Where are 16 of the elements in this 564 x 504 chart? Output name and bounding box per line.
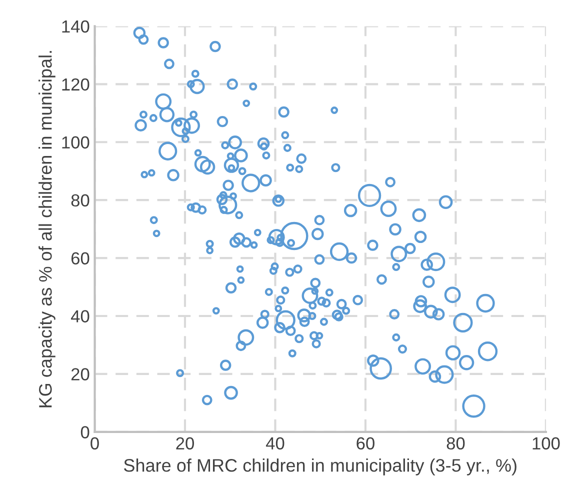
y-axis-title: KG capacity as % of all children in municipal.: [38, 51, 56, 408]
y-tick-label: 40: [70, 310, 90, 322]
x-tick-label: 20: [176, 437, 194, 450]
x-axis-title: Share of MRC children in municipality (3-5 yr., %): [124, 458, 516, 476]
y-tick-label: 80: [71, 194, 90, 207]
y-tick-label: 120: [62, 78, 90, 91]
x-tick-label: 0: [90, 437, 99, 450]
y-tick-label: 20: [71, 368, 90, 380]
x-tick-label: 60: [356, 437, 374, 450]
y-tick-label: 140: [62, 20, 90, 33]
y-tick-label: 0: [80, 426, 90, 438]
x-tick-label: 80: [446, 437, 465, 450]
y-tick-label: 100: [62, 136, 90, 149]
x-tick-label: 100: [532, 437, 560, 450]
x-tick-label: 40: [266, 437, 284, 450]
y-tick-label: 60: [71, 252, 90, 265]
